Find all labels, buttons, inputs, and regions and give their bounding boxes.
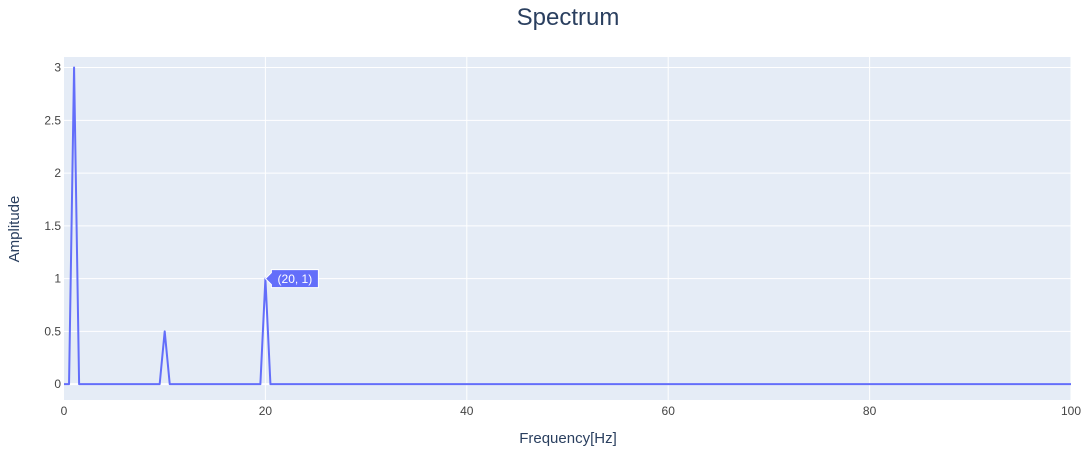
x-tick-label: 40: [460, 404, 474, 418]
y-axis-label: Amplitude: [6, 196, 23, 263]
annotation-box: [264, 269, 319, 289]
chart-title: Spectrum: [517, 4, 620, 31]
y-tick-label: 0: [54, 377, 61, 391]
y-tick-label: 2: [54, 166, 61, 180]
y-tick-label: 1: [54, 272, 61, 286]
x-tick-label: 60: [662, 404, 676, 418]
annotation-label: (20, 1): [278, 272, 313, 286]
y-tick-label: 1.5: [44, 219, 61, 233]
y-tick-label: 0.5: [44, 324, 61, 338]
x-axis-label: Frequency[Hz]: [519, 430, 617, 447]
x-tick-label: 80: [863, 404, 877, 418]
x-tick-label: 100: [1061, 404, 1081, 418]
x-tick-label: 0: [61, 404, 68, 418]
x-tick-label: 20: [259, 404, 273, 418]
hover-annotation: (20, 1): [264, 269, 319, 289]
y-tick-label: 3: [54, 61, 61, 75]
plot-background: [64, 57, 1071, 400]
spectrum-line: [64, 66, 1071, 386]
y-tick-label: 2.5: [44, 113, 61, 127]
